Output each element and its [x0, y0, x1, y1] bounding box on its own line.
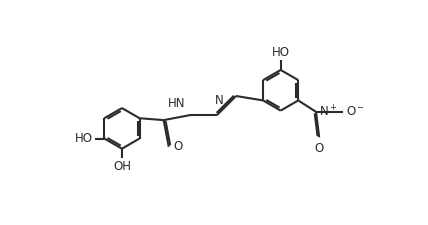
Text: N: N	[215, 94, 224, 107]
Text: HO: HO	[272, 45, 290, 58]
Text: O: O	[173, 140, 182, 153]
Text: OH: OH	[113, 160, 131, 173]
Text: $\mathsf{N^+}$: $\mathsf{N^+}$	[318, 104, 337, 119]
Text: HN: HN	[168, 97, 186, 110]
Text: O: O	[315, 142, 324, 155]
Text: HO: HO	[75, 132, 93, 145]
Text: $\mathsf{O^-}$: $\mathsf{O^-}$	[346, 105, 365, 118]
